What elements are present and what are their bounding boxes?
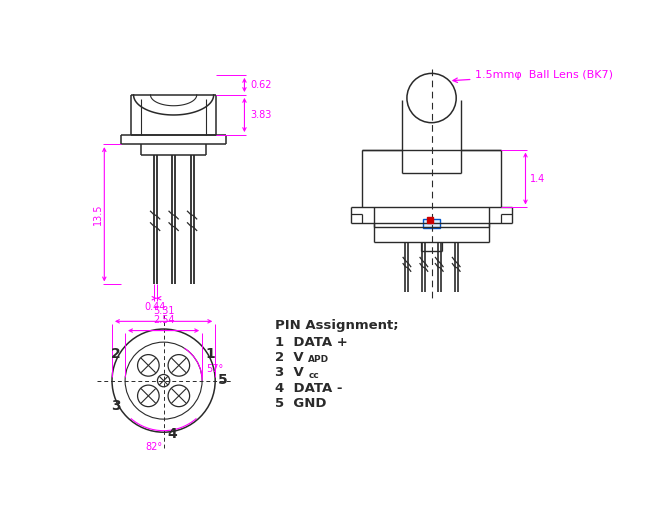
Text: PIN Assignment;: PIN Assignment; bbox=[275, 319, 399, 332]
Text: 5  GND: 5 GND bbox=[275, 397, 326, 410]
Text: 3: 3 bbox=[111, 399, 121, 413]
Text: 5: 5 bbox=[218, 374, 228, 387]
Text: 3  V: 3 V bbox=[275, 366, 304, 379]
Text: 0.44: 0.44 bbox=[145, 302, 165, 313]
Text: 1.4: 1.4 bbox=[530, 174, 545, 184]
Text: 1  DATA +: 1 DATA + bbox=[275, 335, 348, 349]
Text: 2: 2 bbox=[111, 347, 121, 360]
Text: 1: 1 bbox=[205, 347, 215, 360]
Text: 13.5: 13.5 bbox=[93, 204, 103, 225]
Text: 0.62: 0.62 bbox=[251, 80, 272, 90]
Text: 4: 4 bbox=[167, 428, 177, 441]
Text: 4  DATA -: 4 DATA - bbox=[275, 382, 343, 395]
Bar bbox=[423, 219, 440, 228]
Text: 2.54: 2.54 bbox=[153, 315, 175, 325]
Text: 82°: 82° bbox=[146, 442, 163, 452]
Text: cc: cc bbox=[308, 371, 319, 380]
Text: 5.31: 5.31 bbox=[153, 306, 175, 316]
Text: 2  V: 2 V bbox=[275, 351, 304, 364]
Text: 57°: 57° bbox=[206, 364, 223, 374]
Text: 1.5mmφ  Ball Lens (BK7): 1.5mmφ Ball Lens (BK7) bbox=[453, 70, 613, 82]
Text: APD: APD bbox=[308, 355, 330, 364]
Text: 3.83: 3.83 bbox=[251, 110, 272, 120]
